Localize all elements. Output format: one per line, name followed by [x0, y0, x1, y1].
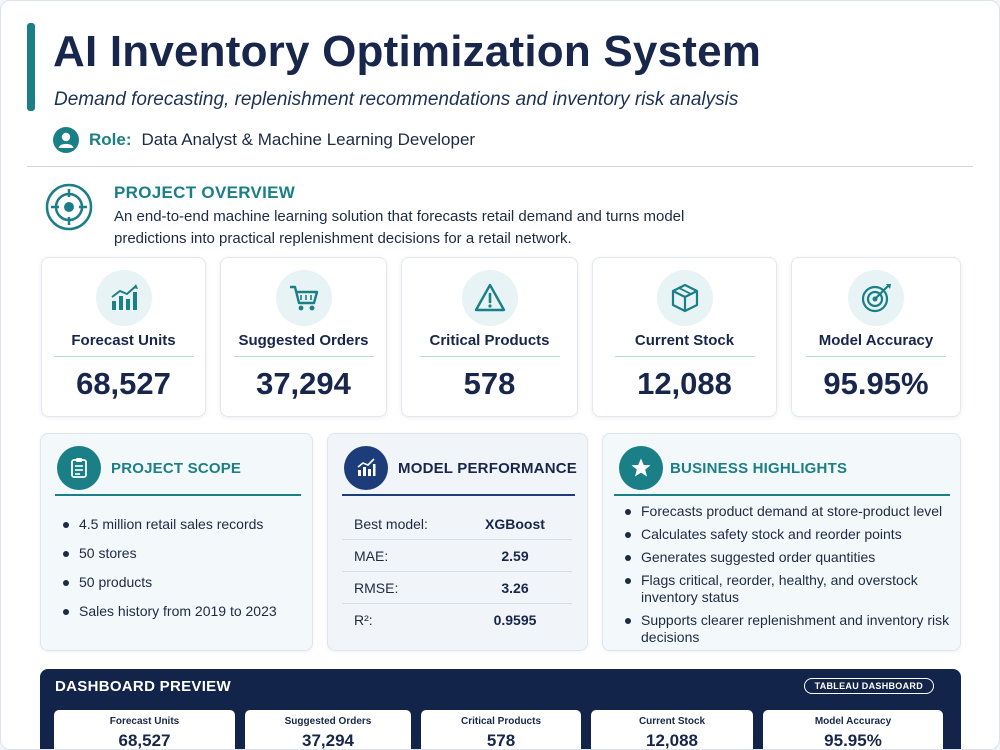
list-item: Supports clearer replenishment and inven… [621, 612, 956, 646]
role-label: Role: [89, 130, 132, 149]
highlights-list: Forecasts product demand at store-produc… [621, 503, 956, 652]
table-row: R²: 0.9595 [342, 604, 572, 636]
kpi-card-critical-products: Critical Products 578 [401, 257, 578, 417]
business-highlights-title: BUSINESS HIGHLIGHTS [670, 460, 848, 477]
target-arrow-icon [861, 284, 891, 313]
list-item: 50 stores [59, 545, 277, 562]
header-divider [27, 166, 973, 167]
dashboard-mini-card: Model Accuracy 95.95% [763, 710, 943, 750]
metric-value: XGBoost [485, 515, 545, 532]
mini-card-label: Current Stock [638, 716, 706, 727]
kpi-label: Model Accuracy [818, 332, 934, 349]
metric-name: Best model: [354, 515, 428, 532]
role-value: Data Analyst & Machine Learning Develope… [141, 130, 476, 149]
metric-name: RMSE: [354, 579, 399, 596]
metric-name: R²: [354, 612, 373, 628]
scope-list: 4.5 million retail sales records 50 stor… [59, 516, 277, 632]
model-performance-panel: MODEL PERFORMANCE Best model: XGBoost MA… [327, 433, 588, 651]
model-performance-title: MODEL PERFORMANCE [398, 460, 577, 477]
business-highlights-panel: BUSINESS HIGHLIGHTS Forecasts product de… [602, 433, 961, 651]
mini-card-value: 37,294 [302, 731, 354, 750]
tableau-dashboard-badge[interactable]: TABLEAU DASHBOARD [803, 678, 934, 694]
metric-value: 3.26 [501, 579, 529, 596]
clipboard-icon [71, 458, 87, 478]
kpi-label: Forecast Units [71, 332, 176, 349]
warning-icon [474, 283, 505, 312]
dashboard-mini-card: Current Stock 12,088 [591, 710, 753, 750]
kpi-label: Suggested Orders [238, 332, 369, 349]
list-item: 4.5 million retail sales records [59, 516, 277, 533]
mini-card-value: 578 [486, 731, 516, 750]
dashboard-mini-card: Critical Products 578 [421, 710, 581, 750]
title-accent-bar [27, 23, 35, 111]
page-subtitle: Demand forecasting, replenishment recomm… [54, 89, 739, 110]
dashboard-preview-title: DASHBOARD PREVIEW [55, 678, 231, 695]
list-item: 50 products [59, 574, 277, 591]
role-line: Role: Data Analyst & Machine Learning De… [53, 126, 475, 154]
kpi-value: 37,294 [256, 366, 351, 401]
kpi-value: 95.95% [823, 366, 929, 401]
list-item: Sales history from 2019 to 2023 [59, 603, 277, 620]
mini-card-value: 68,527 [118, 731, 171, 750]
kpi-card-current-stock: Current Stock 12,088 [592, 257, 777, 417]
dashboard-mini-card: Forecast Units 68,527 [54, 710, 235, 750]
mini-card-value: 95.95% [824, 731, 882, 750]
target-icon [45, 183, 93, 231]
mini-card-label: Forecast Units [109, 716, 180, 727]
kpi-card-model-accuracy: Model Accuracy 95.95% [791, 257, 961, 417]
user-icon [53, 127, 79, 153]
list-item: Flags critical, reorder, healthy, and ov… [621, 572, 956, 606]
kpi-value: 12,088 [637, 366, 732, 401]
project-scope-panel: PROJECT SCOPE 4.5 million retail sales r… [40, 433, 313, 651]
mini-card-label: Critical Products [460, 716, 542, 727]
kpi-card-forecast-units: Forecast Units 68,527 [41, 257, 206, 417]
list-item: Generates suggested order quantities [621, 549, 956, 566]
overview-text: An end-to-end machine learning solution … [114, 208, 685, 247]
mini-card-label: Suggested Orders [284, 716, 372, 727]
bar-chart-icon [110, 284, 138, 310]
kpi-label: Critical Products [429, 332, 550, 349]
kpi-value: 68,527 [76, 366, 171, 401]
shopping-cart-icon [289, 285, 318, 311]
mini-card-label: Model Accuracy [814, 716, 892, 727]
mini-card-value: 12,088 [646, 731, 698, 750]
kpi-value: 578 [463, 366, 516, 401]
overview-title: PROJECT OVERVIEW [114, 183, 296, 202]
box-icon [671, 283, 698, 313]
metric-value: 2.59 [501, 547, 529, 564]
metric-value: 0.9595 [493, 612, 537, 628]
table-row: Best model: XGBoost [342, 508, 572, 540]
table-row: RMSE: 3.26 [342, 572, 572, 604]
kpi-label: Current Stock [634, 332, 735, 349]
table-row: MAE: 2.59 [342, 540, 572, 572]
dashboard-mini-card: Suggested Orders 37,294 [245, 710, 411, 750]
project-scope-title: PROJECT SCOPE [111, 460, 242, 477]
metric-name: MAE: [354, 547, 389, 564]
metrics-table: Best model: XGBoost MAE: 2.59 RMSE: 3.26… [342, 508, 572, 636]
star-icon [631, 458, 651, 477]
bar-chart-icon [357, 458, 376, 476]
list-item: Forecasts product demand at store-produc… [621, 503, 956, 520]
page-title: AI Inventory Optimization System [53, 27, 762, 76]
kpi-card-suggested-orders: Suggested Orders 37,294 [220, 257, 387, 417]
list-item: Calculates safety stock and reorder poin… [621, 526, 956, 543]
